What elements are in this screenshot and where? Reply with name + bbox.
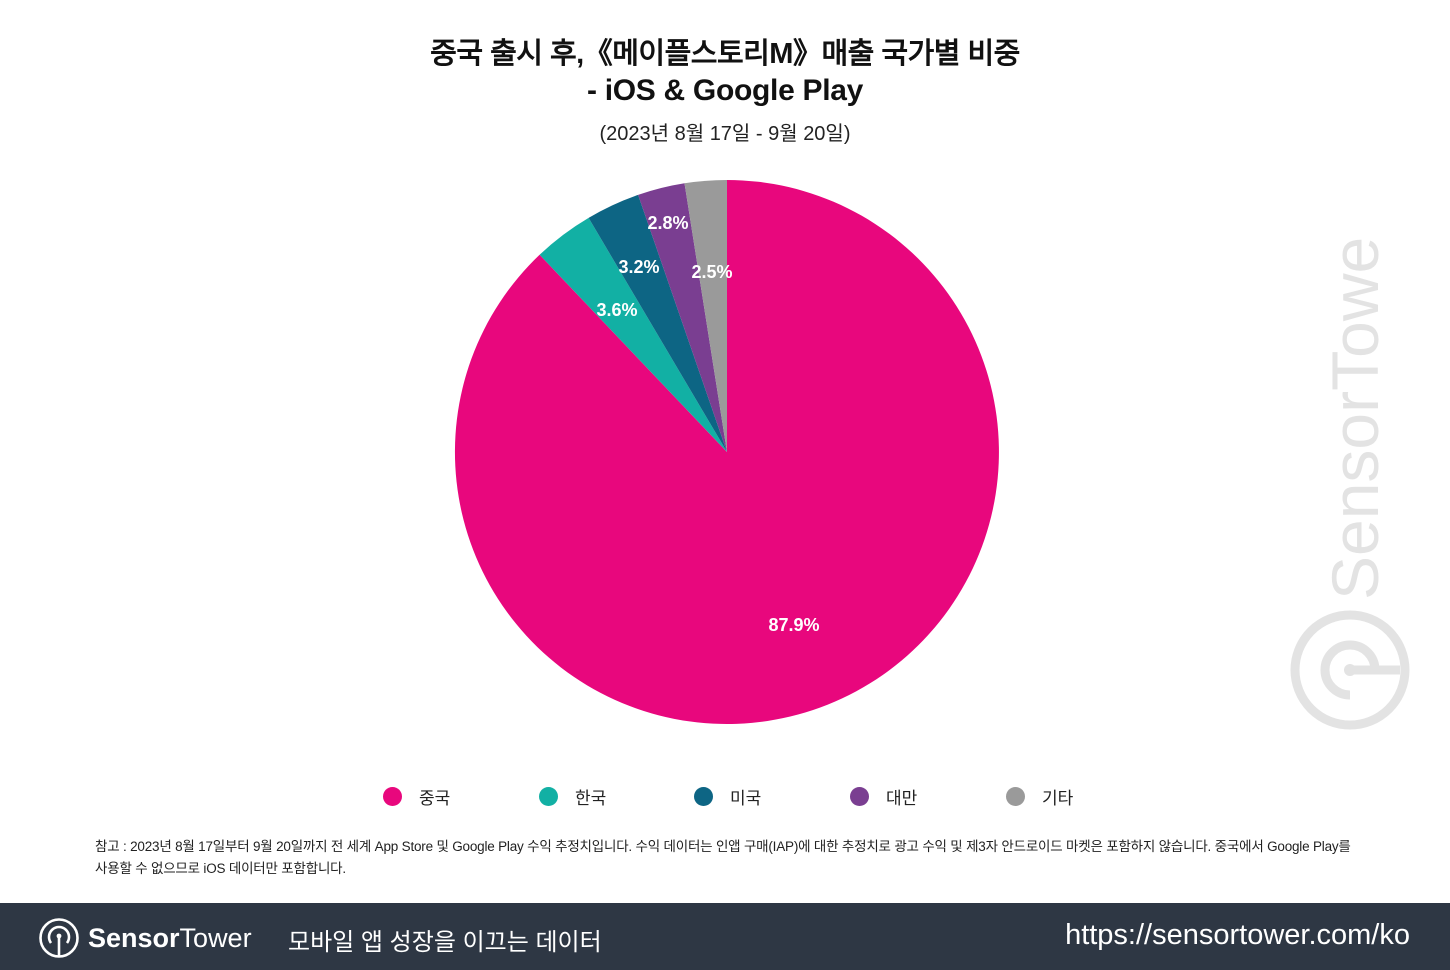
slice-label-korea: 3.6%	[596, 300, 637, 320]
footer-url-link[interactable]: https://sensortower.com/ko	[1065, 919, 1410, 951]
slice-other	[684, 179, 727, 453]
legend-label: 미국	[730, 789, 762, 808]
sensortower-logo-icon	[1290, 610, 1410, 730]
legend-dot-icon	[383, 787, 402, 806]
slice-korea	[539, 217, 727, 452]
legend-dot-icon	[539, 787, 558, 806]
legend-label: 한국	[575, 789, 607, 808]
sensortower-logo-icon	[39, 918, 79, 958]
chart-subtitle: (2023년 8월 17일 - 9월 20일)	[599, 123, 851, 145]
legend-dot-icon	[850, 787, 869, 806]
slice-label-other: 2.5%	[691, 262, 732, 282]
legend-item-other: 기타	[1006, 784, 1073, 809]
legend-dot-icon	[694, 787, 713, 806]
pie-chart: 87.9% 3.6% 3.2% 2.8% 2.5%	[454, 179, 999, 724]
legend-label: 대만	[886, 789, 918, 808]
legend-dot-icon	[1006, 787, 1025, 806]
legend-label: 기타	[1042, 789, 1074, 808]
sensortower-watermark: SensorTower	[1290, 235, 1410, 730]
legend-item-korea: 한국	[539, 784, 606, 809]
slice-label-usa: 3.2%	[618, 257, 659, 277]
legend-item-usa: 미국	[694, 784, 761, 809]
slice-usa	[588, 194, 727, 452]
chart-title: 중국 출시 후,《메이플스토리M》매출 국가별 비중	[430, 38, 1020, 70]
slice-taiwan	[638, 183, 727, 453]
footer-bar: SensorTower 모바일 앱 성장을 이끄는 데이터 https://se…	[0, 903, 1450, 970]
logo-text-bold: Sensor	[88, 922, 180, 953]
chart-title-line2: - iOS & Google Play	[586, 74, 864, 107]
footer-logo[interactable]: SensorTower	[38, 917, 252, 959]
legend-item-taiwan: 대만	[850, 784, 917, 809]
logo-text-light: Tower	[179, 922, 252, 953]
chart-legend: 중국 한국 미국 대만 기타	[0, 784, 1450, 808]
slice-china	[454, 180, 999, 724]
slice-label-china: 87.9%	[768, 615, 819, 635]
legend-item-china: 중국	[383, 784, 450, 809]
watermark-text: SensorTower	[1318, 235, 1392, 600]
slice-label-taiwan: 2.8%	[647, 213, 688, 233]
footnote: 참고 : 2023년 8월 17일부터 9월 20일까지 전 세계 App St…	[95, 839, 1351, 876]
legend-label: 중국	[419, 789, 451, 808]
footer-tagline: 모바일 앱 성장을 이끄는 데이터	[288, 929, 602, 956]
